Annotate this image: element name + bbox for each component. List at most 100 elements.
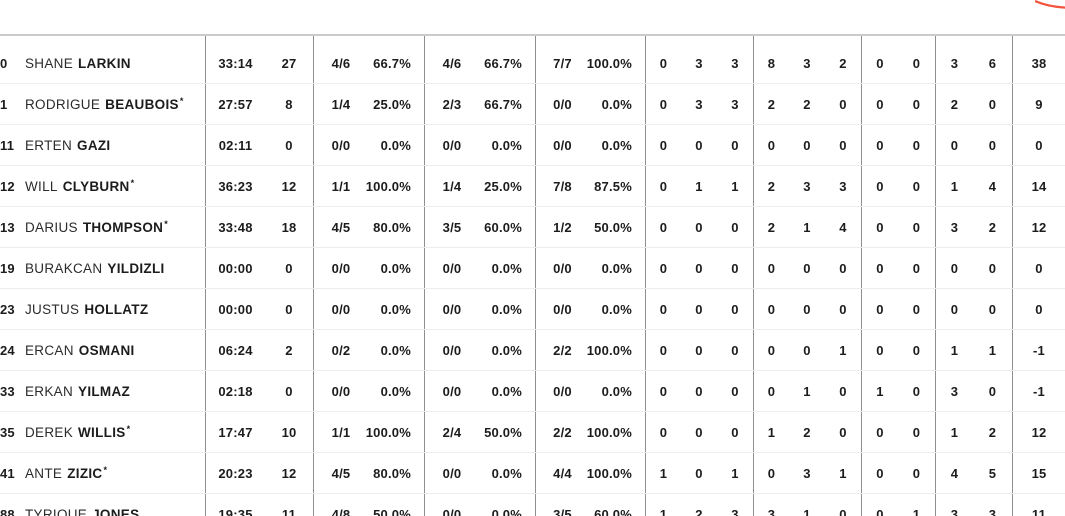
table-row[interactable]: 11 ERTEN GAZI 02:11 0 0/0 0.0% 0/0 0.0% … <box>0 125 1065 166</box>
points-cell: 0 <box>285 137 293 153</box>
steals-cell: 3 <box>803 178 811 194</box>
free-throw-made-attempted-cell: 0/0 <box>535 289 581 329</box>
blocks-against-cell: 0 <box>912 178 921 194</box>
table-row[interactable]: 1 RODRIGUE BEAUBOIS * 27:57 8 1/4 25.0% … <box>0 84 1065 125</box>
table-row[interactable]: 13 DARIUS THOMPSON * 33:48 18 4/5 80.0% … <box>0 207 1065 248</box>
pir-cell: 38 <box>1012 36 1065 83</box>
player-last-name: JONES <box>92 506 140 516</box>
table-row[interactable]: 24 ERCAN OSMANI 06:24 2 0/2 0.0% 0/0 0.0… <box>0 330 1065 371</box>
free-throw-percent-cell: 100.0% <box>586 342 632 358</box>
pir-cell: 11 <box>1012 494 1065 516</box>
three-point-made-attempted-cell: 2/3 <box>424 84 471 124</box>
minutes-cell: 00:00 <box>205 289 265 329</box>
three-point-percent-cell: 25.0% <box>484 178 522 194</box>
assists-cell: 8 <box>753 36 789 83</box>
three-point-made-attempted-cell: 1/4 <box>424 166 471 206</box>
minutes-cell: 02:18 <box>205 371 265 411</box>
starter-asterisk: * <box>103 465 108 475</box>
steals-cell: 3 <box>803 55 811 71</box>
fouls-committed-cell: 3 <box>935 371 973 411</box>
three-point-percent-cell: 60.0% <box>484 219 522 235</box>
player-last-name: THOMPSON <box>82 219 164 235</box>
two-point-percent-cell: 0.0% <box>380 137 411 153</box>
table-row[interactable]: 33 ERKAN YILMAZ 02:18 0 0/0 0.0% 0/0 0.0… <box>0 371 1065 412</box>
two-point-made-attempted-cell: 0/0 <box>313 289 360 329</box>
blocks-favour-cell: 0 <box>861 207 898 247</box>
table-row[interactable]: 12 WILL CLYBURN * 36:23 12 1/1 100.0% 1/… <box>0 166 1065 207</box>
fouls-received-cell: 4 <box>988 178 997 194</box>
fouls-committed-cell: 1 <box>935 166 973 206</box>
defensive-rebounds-cell: 0 <box>695 383 703 399</box>
two-point-percent-cell: 0.0% <box>380 383 411 399</box>
blocks-against-cell: 1 <box>912 506 921 516</box>
table-row[interactable]: 35 DEREK WILLIS * 17:47 10 1/1 100.0% 2/… <box>0 412 1065 453</box>
assists-cell: 0 <box>753 248 789 288</box>
jersey-number: 23 <box>0 301 15 317</box>
blocks-favour-cell: 0 <box>861 166 898 206</box>
total-rebounds-cell: 3 <box>731 506 739 516</box>
free-throw-made-attempted-cell: 3/5 <box>535 494 581 516</box>
defensive-rebounds-cell: 0 <box>695 219 703 235</box>
total-rebounds-cell: 0 <box>731 383 739 399</box>
two-point-percent-cell: 66.7% <box>373 55 411 71</box>
table-row[interactable]: 0 SHANE LARKIN 33:14 27 4/6 66.7% 4/6 66… <box>0 36 1065 84</box>
free-throw-made-attempted-cell: 0/0 <box>535 371 581 411</box>
fouls-committed-cell: 0 <box>935 289 973 329</box>
blocks-against-cell: 0 <box>912 465 921 481</box>
player-first-name: BURAKCAN <box>25 260 103 276</box>
blocks-favour-cell: 0 <box>861 289 898 329</box>
blocks-favour-cell: 0 <box>861 453 898 493</box>
minutes-cell: 19:35 <box>205 494 265 516</box>
three-point-percent-cell: 0.0% <box>491 260 522 276</box>
pir-cell: -1 <box>1012 330 1065 370</box>
total-rebounds-cell: 0 <box>731 260 739 276</box>
assists-cell: 0 <box>753 453 789 493</box>
offensive-rebounds-cell: 0 <box>645 248 681 288</box>
two-point-percent-cell: 0.0% <box>380 342 411 358</box>
minutes-cell: 36:23 <box>205 166 265 206</box>
jersey-number: 0 <box>0 55 8 71</box>
fouls-committed-cell: 4 <box>935 453 973 493</box>
pir-cell: 14 <box>1012 166 1065 206</box>
pir-cell: 12 <box>1012 412 1065 452</box>
points-cell: 27 <box>281 55 297 71</box>
player-last-name: GAZI <box>77 137 111 153</box>
table-row[interactable]: 19 BURAKCAN YILDIZLI 00:00 0 0/0 0.0% 0/… <box>0 248 1065 289</box>
two-point-percent-cell: 50.0% <box>373 506 411 516</box>
blocks-against-cell: 0 <box>912 424 921 440</box>
blocks-against-cell: 0 <box>912 383 921 399</box>
fouls-committed-cell: 3 <box>935 494 973 516</box>
table-row[interactable]: 41 ANTE ZIZIC * 20:23 12 4/5 80.0% 0/0 0… <box>0 453 1065 494</box>
steals-cell: 3 <box>803 465 811 481</box>
jersey-number: 33 <box>0 383 15 399</box>
points-cell: 0 <box>285 260 293 276</box>
free-throw-made-attempted-cell: 4/4 <box>535 453 581 493</box>
jersey-number: 13 <box>0 219 15 235</box>
table-row[interactable]: 23 JUSTUS HOLLATZ 00:00 0 0/0 0.0% 0/0 0… <box>0 289 1065 330</box>
fouls-committed-cell: 3 <box>935 36 973 83</box>
fouls-received-cell: 6 <box>988 55 997 71</box>
two-point-percent-cell: 0.0% <box>380 260 411 276</box>
fouls-received-cell: 0 <box>988 301 997 317</box>
stats-table-body: 0 SHANE LARKIN 33:14 27 4/6 66.7% 4/6 66… <box>0 36 1065 516</box>
turnovers-cell: 0 <box>839 424 847 440</box>
player-name-cell: 23 JUSTUS HOLLATZ <box>0 289 205 329</box>
fouls-received-cell: 0 <box>988 96 997 112</box>
offensive-rebounds-cell: 0 <box>645 207 681 247</box>
blocks-against-cell: 0 <box>912 342 921 358</box>
defensive-rebounds-cell: 2 <box>695 506 703 516</box>
total-rebounds-cell: 0 <box>731 342 739 358</box>
three-point-made-attempted-cell: 0/0 <box>424 289 471 329</box>
total-rebounds-cell: 1 <box>731 465 739 481</box>
blocks-against-cell: 0 <box>912 301 921 317</box>
fouls-committed-cell: 2 <box>935 84 973 124</box>
table-row[interactable]: 88 TYRIQUE JONES 19:35 11 4/8 50.0% 0/0 … <box>0 494 1065 516</box>
fouls-committed-cell: 0 <box>935 125 973 165</box>
two-point-made-attempted-cell: 0/0 <box>313 371 360 411</box>
floating-action-button-arc[interactable] <box>1035 0 1065 12</box>
two-point-made-attempted-cell: 0/0 <box>313 125 360 165</box>
fouls-received-cell: 0 <box>988 137 997 153</box>
turnovers-cell: 0 <box>839 383 847 399</box>
player-name-cell: 1 RODRIGUE BEAUBOIS * <box>0 84 205 124</box>
